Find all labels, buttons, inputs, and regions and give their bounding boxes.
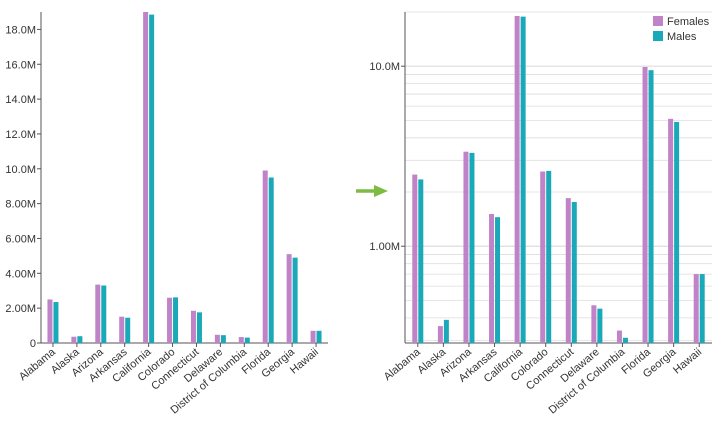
y-tick-label: 2.00M	[5, 303, 36, 315]
bar-females-alaska[interactable]	[437, 326, 443, 343]
y-tick-label: 12.0M	[5, 129, 36, 141]
bar-females-florida[interactable]	[262, 170, 268, 343]
y-tick-label: 16.0M	[5, 59, 36, 71]
bar-females-alabama[interactable]	[412, 174, 418, 343]
y-tick-label: 0	[30, 338, 36, 350]
bar-males-arkansas[interactable]	[495, 217, 501, 343]
arrow-head	[374, 185, 388, 197]
legend-swatch-males	[653, 31, 663, 41]
bar-males-district-of-columbia[interactable]	[244, 337, 250, 343]
bar-males-alabama[interactable]	[418, 179, 424, 343]
bar-males-delaware[interactable]	[220, 335, 226, 343]
bar-males-hawaii[interactable]	[699, 274, 705, 343]
bar-males-georgia[interactable]	[674, 121, 680, 343]
legend-label-females: Females	[667, 16, 710, 28]
y-tick-label: 8.00M	[5, 199, 36, 211]
bar-males-florida[interactable]	[268, 177, 274, 344]
bar-males-district-of-columbia[interactable]	[622, 337, 628, 343]
bar-females-colorado[interactable]	[540, 171, 546, 343]
bar-males-florida[interactable]	[648, 70, 654, 343]
bar-females-florida[interactable]	[642, 66, 648, 343]
y-tick-label: 14.0M	[5, 94, 36, 106]
bar-females-arkansas[interactable]	[119, 316, 125, 343]
y-tick-label: 4.00M	[5, 268, 36, 280]
y-tick-label: 1.00M	[369, 241, 400, 253]
bar-males-arizona[interactable]	[469, 152, 475, 343]
bar-females-arizona[interactable]	[463, 151, 469, 343]
bar-males-alaska[interactable]	[77, 336, 83, 343]
transform-arrow	[356, 185, 388, 197]
bar-females-hawaii[interactable]	[693, 274, 699, 343]
bar-females-georgia[interactable]	[668, 118, 674, 343]
legend-label-males: Males	[667, 31, 697, 43]
bar-males-connecticut[interactable]	[196, 312, 202, 343]
linear-bar-chart: 0 2.00M 4.00M 6.00M 8.00M 10.0M 12.0M 14.0M 16.0…	[5, 12, 328, 417]
bar-males-georgia[interactable]	[292, 257, 298, 343]
bar-females-connecticut[interactable]	[190, 310, 196, 343]
bar-females-california[interactable]	[514, 16, 520, 343]
bar-females-arizona[interactable]	[95, 284, 101, 343]
bar-males-alabama[interactable]	[53, 302, 59, 343]
x-tick-label: Hawaii	[671, 346, 704, 376]
bar-females-district-of-columbia[interactable]	[238, 337, 244, 343]
bar-males-colorado[interactable]	[173, 297, 179, 343]
bar-females-california[interactable]	[143, 12, 149, 343]
bar-males-arizona[interactable]	[101, 285, 107, 343]
bar-males-alaska[interactable]	[443, 319, 449, 343]
bar-males-connecticut[interactable]	[571, 202, 577, 343]
bar-males-hawaii[interactable]	[316, 330, 322, 343]
legend: Females Males	[653, 16, 710, 43]
bar-females-georgia[interactable]	[286, 254, 292, 343]
bar-females-hawaii[interactable]	[310, 330, 316, 343]
bar-females-arkansas[interactable]	[489, 213, 495, 343]
x-tick-label: Alabama	[382, 346, 424, 384]
bar-males-colorado[interactable]	[546, 170, 552, 343]
bar-males-california[interactable]	[520, 16, 526, 343]
bar-females-colorado[interactable]	[167, 297, 173, 343]
legend-swatch-females	[653, 16, 663, 26]
bar-females-district-of-columbia[interactable]	[616, 330, 622, 343]
bar-females-alabama[interactable]	[47, 299, 53, 343]
y-tick-label: 6.00M	[5, 233, 36, 245]
bar-males-california[interactable]	[149, 14, 155, 343]
bar-females-alaska[interactable]	[71, 336, 77, 343]
bar-females-delaware[interactable]	[591, 305, 597, 343]
y-tick-label: 10.0M	[5, 164, 36, 176]
grid-lines	[405, 11, 712, 341]
bar-females-connecticut[interactable]	[565, 198, 571, 343]
bar-females-delaware[interactable]	[214, 334, 220, 343]
bar-males-delaware[interactable]	[597, 308, 603, 343]
log-bar-chart: 1.00M10.0MAlabamaAlaskaArizonaArkansasCa…	[369, 11, 712, 417]
y-tick-label: 18.0M	[5, 24, 36, 36]
bar-males-arkansas[interactable]	[125, 317, 131, 343]
y-tick-label: 10.0M	[369, 61, 400, 73]
